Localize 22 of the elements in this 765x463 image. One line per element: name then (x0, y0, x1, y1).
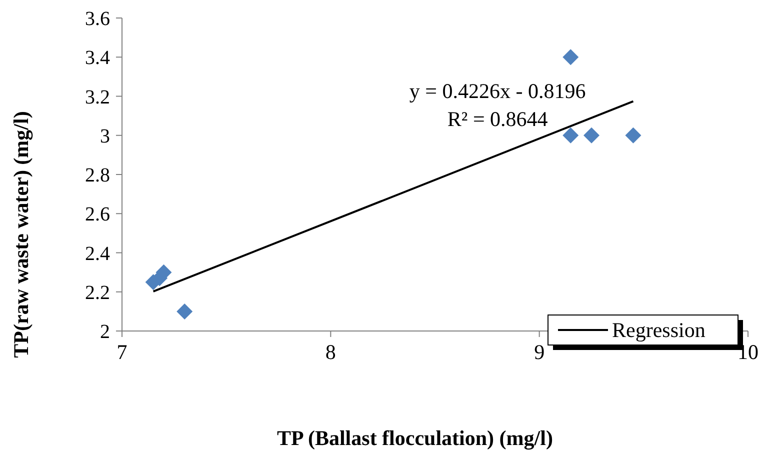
x-tick-label: 7 (116, 340, 128, 364)
x-tick-label: 9 (534, 340, 545, 364)
point (625, 127, 642, 144)
y-tick-label: 3 (100, 125, 110, 148)
point (562, 127, 579, 144)
y-tick-label: 2.8 (85, 164, 110, 186)
x-axis-title: TP (Ballast flocculation) (mg/l) (277, 426, 553, 450)
point (584, 127, 600, 144)
legend-label: Regression (612, 318, 706, 342)
annotation: y = 0.4226x - 0.8196 (409, 79, 586, 103)
y-axis-title: TP(raw waste water) (mg/l) (9, 111, 33, 358)
y-tick-label: 2.2 (85, 282, 110, 304)
point (176, 303, 193, 320)
y-tick-label: 3.2 (85, 86, 110, 108)
annotation: R² = 0.8644 (447, 107, 548, 131)
x-tick-label: 8 (325, 340, 336, 364)
point (562, 49, 579, 66)
y-tick-label: 3.4 (85, 47, 110, 70)
y-tick-label: 2.4 (85, 242, 110, 265)
y-tick-label: 3.6 (85, 8, 110, 30)
y-tick-label: 2.6 (85, 204, 110, 226)
y-tick-label: 2 (100, 321, 110, 343)
